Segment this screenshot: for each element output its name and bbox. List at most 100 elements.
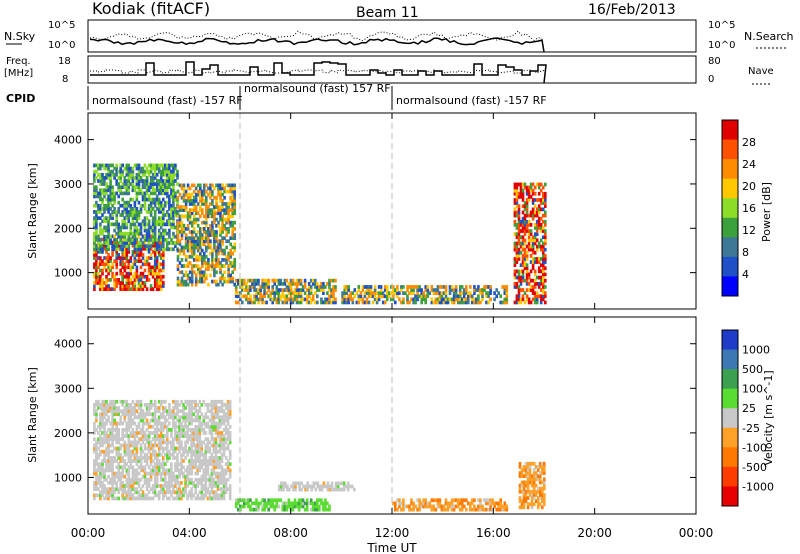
velocity-cell (263, 501, 266, 506)
power-cell (436, 300, 440, 305)
power-cell (196, 267, 200, 271)
velocity-cell (222, 428, 226, 432)
power-cell (542, 275, 545, 280)
power-cell (172, 172, 175, 177)
velocity-cell (168, 496, 171, 501)
power-cell (531, 235, 535, 240)
velocity-cell (111, 477, 114, 482)
velocity-cell (172, 409, 175, 413)
power-cell (215, 205, 218, 209)
power-cell (207, 245, 210, 250)
power-cell (107, 271, 110, 276)
power-cell (535, 238, 539, 243)
velocity-cell (97, 481, 100, 485)
power-cell (542, 285, 545, 289)
velocity-cell (143, 465, 147, 470)
velocity-cell (131, 421, 135, 426)
power-cell (277, 291, 281, 295)
velocity-cell (538, 486, 542, 491)
power-cell (234, 294, 238, 299)
velocity-cell (121, 487, 124, 491)
power-cell (159, 253, 163, 257)
power-cell (519, 191, 523, 196)
power-cell (245, 285, 248, 289)
power-cell (452, 297, 456, 302)
velocity-cell (228, 406, 232, 410)
power-cell (139, 166, 143, 171)
velocity-cell (111, 487, 114, 491)
power-cell (101, 200, 104, 205)
velocity-cell (129, 496, 133, 501)
power-cell (531, 278, 535, 283)
velocity-cell (538, 493, 542, 497)
power-cell (217, 251, 220, 256)
power-cell (521, 241, 525, 246)
power-cell (523, 257, 527, 261)
velocity-cell (117, 406, 120, 410)
velocity-cell (111, 468, 114, 473)
power-cell (137, 278, 141, 282)
power-cell (149, 207, 153, 211)
power-cell (143, 207, 147, 211)
power-cell (505, 291, 509, 295)
power-cell (168, 207, 171, 211)
power-cell (97, 216, 100, 220)
power-cell (517, 191, 521, 196)
power-cell (166, 238, 169, 242)
power-cell (147, 203, 151, 208)
velocity-cell (208, 490, 212, 495)
power-cell (324, 285, 327, 289)
power-cell (143, 268, 147, 273)
power-cell (147, 244, 151, 248)
power-cell (186, 236, 190, 240)
power-cell (176, 200, 179, 205)
velocity-cell (543, 483, 546, 488)
power-cell (539, 244, 543, 249)
power-cell (293, 288, 297, 292)
power-cell (162, 265, 165, 270)
power-cell (531, 263, 535, 267)
power-cell (145, 262, 149, 267)
power-cell (133, 210, 137, 214)
power-cell (229, 273, 232, 278)
power-cell (145, 287, 149, 291)
velocity-cell (113, 487, 116, 491)
velocity-cell (214, 465, 218, 470)
power-cell (515, 235, 519, 240)
velocity-cell (123, 406, 127, 410)
power-cell (287, 285, 291, 289)
cpid-segment-label: normalsound (fast) -157 RF (92, 94, 243, 107)
power-cell (517, 207, 521, 212)
velocity-cell (316, 484, 320, 489)
velocity-cell (125, 446, 129, 451)
power-cell (95, 262, 98, 267)
velocity-cell (111, 471, 114, 476)
power-cell (99, 231, 102, 236)
power-cell (479, 288, 482, 292)
power-cell (95, 238, 98, 242)
velocity-cell (133, 452, 137, 457)
power-cell (515, 223, 519, 227)
power-cell (261, 297, 264, 302)
power-cell (539, 238, 543, 243)
velocity-cell (153, 493, 157, 498)
velocity-cell (176, 481, 179, 485)
velocity-cell (155, 484, 159, 488)
power-cell (351, 297, 355, 302)
colorbar-swatch (722, 217, 738, 238)
power-cell (101, 287, 104, 291)
velocity-cell (285, 504, 289, 509)
power-cell (539, 226, 543, 230)
velocity-cell (166, 440, 169, 445)
power-cell (159, 182, 163, 186)
power-cell (426, 288, 430, 292)
power-cell (113, 166, 116, 171)
velocity-cell (133, 440, 137, 445)
velocity-cell (224, 477, 228, 482)
power-cell (243, 288, 246, 292)
power-cell (93, 172, 96, 177)
power-cell (125, 244, 129, 248)
velocity-cell (129, 424, 133, 429)
power-cell (505, 285, 509, 289)
power-cell (109, 207, 112, 211)
